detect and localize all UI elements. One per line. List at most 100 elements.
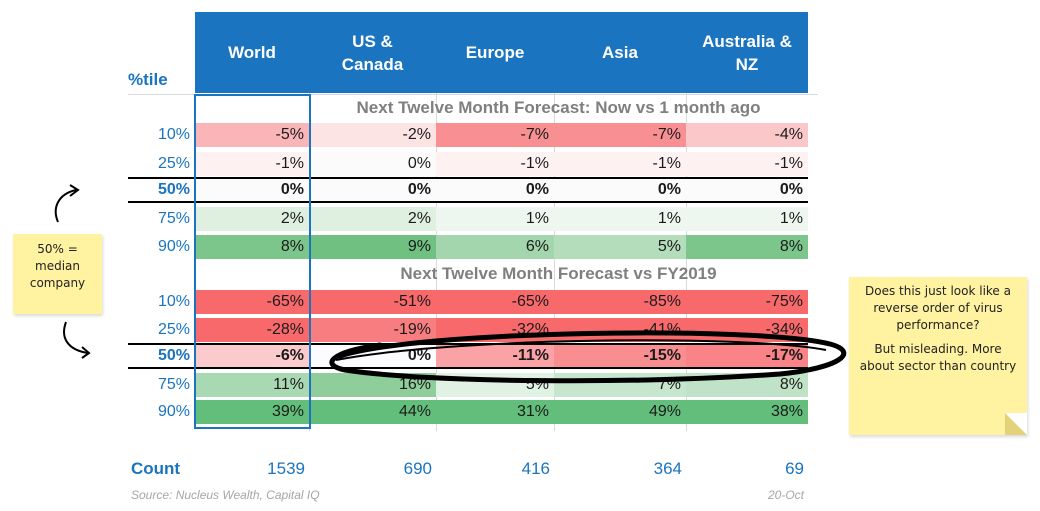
table-cell: 0% bbox=[309, 178, 436, 202]
table-cell: -1% bbox=[436, 152, 554, 176]
table-cell: -19% bbox=[309, 318, 436, 342]
table-cell: 0% bbox=[686, 178, 808, 202]
col-header-label: Europe bbox=[465, 43, 525, 62]
table-cell: 31% bbox=[436, 400, 554, 424]
table-cell: 5% bbox=[554, 235, 686, 259]
table-cell: -17% bbox=[686, 344, 808, 368]
table-row: 10% -5% -2% -7% -7% -4% bbox=[128, 123, 808, 147]
percentile-label: 25% bbox=[157, 155, 190, 172]
col-header-us-canada: US & Canada bbox=[309, 12, 436, 93]
table-cell: 11% bbox=[195, 373, 309, 397]
table-cell: -1% bbox=[554, 152, 686, 176]
source-note: Source: Nucleus Wealth, Capital IQ bbox=[131, 488, 320, 502]
col-header-europe: Europe bbox=[436, 12, 554, 93]
table-cell: 1% bbox=[686, 207, 808, 231]
table-cell: 0% bbox=[554, 178, 686, 202]
table-row: 75% 2% 2% 1% 1% 1% bbox=[128, 207, 808, 231]
world-column-highlight bbox=[194, 94, 311, 429]
col-header-australia-nz: Australia & NZ bbox=[686, 12, 808, 93]
sticky-note-left: 50% = median company bbox=[13, 234, 102, 314]
sticky-note-text: But misleading. More about sector than c… bbox=[859, 342, 1017, 373]
percentile-label: 50% bbox=[157, 181, 190, 198]
sticky-note-text: 50% = median company bbox=[29, 242, 86, 290]
table-cell: 6% bbox=[436, 235, 554, 259]
table-cell: 39% bbox=[195, 400, 309, 424]
percentile-label: 25% bbox=[157, 321, 190, 338]
table-cell: -15% bbox=[554, 344, 686, 368]
col-header-label: Australia & NZ bbox=[702, 31, 792, 74]
table-row: 25% -1% 0% -1% -1% -1% bbox=[128, 152, 808, 176]
table-cell: 44% bbox=[309, 400, 436, 424]
table-cell: 8% bbox=[686, 235, 808, 259]
table-cell: -85% bbox=[554, 290, 686, 314]
table-cell: -7% bbox=[436, 123, 554, 147]
sticky-note-curl bbox=[1005, 413, 1027, 435]
col-header-label: Asia bbox=[602, 43, 638, 62]
table-cell: -5% bbox=[195, 123, 309, 147]
table-cell: -65% bbox=[436, 290, 554, 314]
percentile-label: 50% bbox=[157, 347, 190, 364]
table-cell: -41% bbox=[554, 318, 686, 342]
table-cell: -6% bbox=[195, 344, 309, 368]
table-cell: 1% bbox=[436, 207, 554, 231]
percentile-label: 75% bbox=[157, 210, 190, 227]
count-us-canada: 690 bbox=[403, 459, 432, 478]
percentile-label: 90% bbox=[157, 238, 190, 255]
table-cell: 0% bbox=[436, 178, 554, 202]
section1-title: Next Twelve Month Forecast: Now vs 1 mon… bbox=[356, 98, 761, 117]
header-underline bbox=[128, 94, 818, 95]
median-bottom-border bbox=[128, 201, 808, 203]
count-europe: 416 bbox=[521, 459, 550, 478]
table-cell: -51% bbox=[309, 290, 436, 314]
median-top-border bbox=[128, 343, 808, 345]
median-top-border bbox=[128, 177, 808, 179]
sticky-note-text: Does this just look like a reverse order… bbox=[865, 284, 1011, 332]
grid-line bbox=[554, 93, 555, 431]
col-header-world: World bbox=[195, 12, 309, 93]
date-note: 20-Oct bbox=[767, 488, 804, 502]
table-cell: -4% bbox=[686, 123, 808, 147]
count-world: 1539 bbox=[267, 459, 305, 478]
table-cell: -1% bbox=[195, 152, 309, 176]
count-label: Count bbox=[131, 459, 181, 478]
percentile-header: %tile bbox=[128, 70, 168, 89]
table-cell: 8% bbox=[195, 235, 309, 259]
col-header-label: US & Canada bbox=[341, 31, 404, 74]
table-cell: 1% bbox=[554, 207, 686, 231]
table-cell: -28% bbox=[195, 318, 309, 342]
table-cell: 0% bbox=[309, 152, 436, 176]
table-cell: 49% bbox=[554, 400, 686, 424]
percentile-label: 10% bbox=[157, 126, 190, 143]
col-header-asia: Asia bbox=[554, 12, 686, 93]
percentile-label: 10% bbox=[157, 293, 190, 310]
table-cell: -65% bbox=[195, 290, 309, 314]
table-row: 10% -65% -51% -65% -85% -75% bbox=[128, 290, 808, 314]
table-cell: 2% bbox=[195, 207, 309, 231]
curved-arrow-icon bbox=[63, 321, 91, 359]
table-cell: -1% bbox=[686, 152, 808, 176]
table-cell: 2% bbox=[309, 207, 436, 231]
table-row: 90% 8% 9% 6% 5% 8% bbox=[128, 235, 808, 259]
sticky-note-right: Does this just look like a reverse order… bbox=[849, 277, 1027, 435]
count-asia: 364 bbox=[653, 459, 682, 478]
table-cell: 0% bbox=[195, 178, 309, 202]
grid-line bbox=[436, 93, 437, 431]
count-australia-nz: 69 bbox=[785, 459, 804, 478]
table-cell: -11% bbox=[436, 344, 554, 368]
section2-title: Next Twelve Month Forecast vs FY2019 bbox=[400, 264, 717, 283]
table-row: 90% 39% 44% 31% 49% 38% bbox=[128, 400, 808, 424]
table-row: 50% -6% 0% -11% -15% -17% bbox=[128, 344, 808, 368]
table-row: 50% 0% 0% 0% 0% 0% bbox=[128, 178, 808, 202]
curved-arrow-icon bbox=[54, 184, 80, 223]
table-cell: 38% bbox=[686, 400, 808, 424]
percentile-label: 75% bbox=[157, 376, 190, 393]
table-cell: -2% bbox=[309, 123, 436, 147]
median-bottom-border bbox=[128, 367, 808, 369]
percentile-label: 90% bbox=[157, 403, 190, 420]
col-header-label: World bbox=[228, 43, 276, 62]
table-cell: -7% bbox=[554, 123, 686, 147]
grid-line bbox=[686, 93, 687, 431]
table-cell: 9% bbox=[309, 235, 436, 259]
table-cell: -75% bbox=[686, 290, 808, 314]
